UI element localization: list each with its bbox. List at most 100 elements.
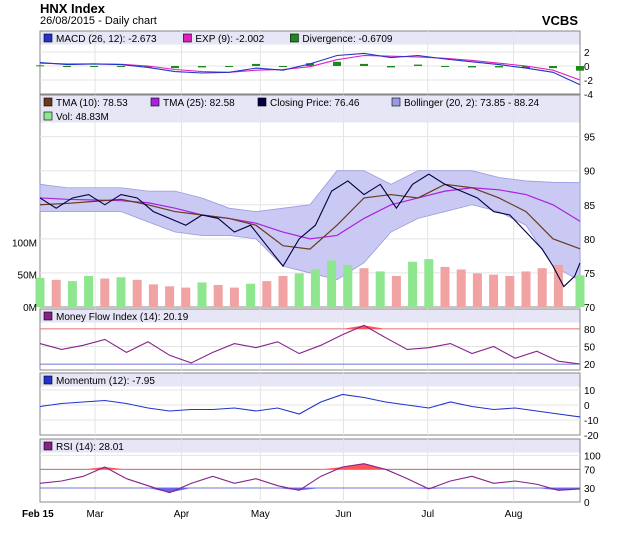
legend-swatch <box>43 311 53 321</box>
y-tick-label: 75 <box>584 269 596 280</box>
legend-band <box>40 95 580 123</box>
y-tick-label: 2 <box>584 48 590 59</box>
chart-subtitle: 26/08/2015 - Daily chart <box>40 15 157 27</box>
x-tick-label: Apr <box>174 509 190 520</box>
volume-bar <box>327 260 337 307</box>
y-tick-label: -20 <box>584 431 599 442</box>
legend-label: TMA (10): 78.53 <box>56 98 128 109</box>
y-tick-label: 100 <box>584 451 601 462</box>
y-tick-label: 50 <box>584 343 596 354</box>
volume-bar <box>575 275 585 307</box>
y-tick-label: 95 <box>584 133 596 144</box>
legend-label: EXP (9): -2.002 <box>195 34 264 45</box>
overbought-fill <box>40 463 580 470</box>
panel-1 <box>35 94 585 308</box>
legend-label: Closing Price: 76.46 <box>270 98 360 109</box>
y-tick-label: -10 <box>584 416 599 427</box>
divergence-bar <box>576 66 584 71</box>
volume-bar <box>424 259 434 307</box>
legend-band <box>40 31 580 45</box>
legend-swatch <box>150 97 160 107</box>
divergence-bar <box>198 66 206 68</box>
legend-label: RSI (14): 28.01 <box>56 442 124 453</box>
legend-band <box>40 309 580 323</box>
legend-swatch <box>43 375 53 385</box>
series-line <box>39 393 581 418</box>
volume-bar <box>148 284 158 307</box>
series-line <box>39 324 581 365</box>
series-line <box>39 463 581 494</box>
volume-tick-label: 0M <box>23 303 37 314</box>
divergence-bar <box>144 66 152 68</box>
divergence-bar <box>495 66 503 68</box>
x-tick-label: Jul <box>421 509 434 520</box>
y-tick-label: 20 <box>584 360 596 371</box>
legend-swatch <box>257 97 267 107</box>
volume-bar <box>456 269 466 307</box>
legend-band <box>40 439 580 453</box>
y-tick-label: 80 <box>584 235 596 246</box>
volume-bar <box>278 275 288 307</box>
divergence-bar <box>414 64 422 66</box>
y-tick-label: 10 <box>584 386 596 397</box>
legend-swatch <box>43 97 53 107</box>
volume-bar <box>440 266 450 307</box>
volume-bar <box>213 285 223 307</box>
volume-bar <box>197 282 207 307</box>
y-tick-label: 0 <box>584 62 590 73</box>
divergence-bar <box>468 66 476 68</box>
y-tick-label: 30 <box>584 484 596 495</box>
series-line <box>39 183 581 250</box>
panel-2 <box>39 308 581 371</box>
x-tick-label: Jun <box>335 509 351 520</box>
volume-bar <box>84 275 94 307</box>
legend-swatch <box>391 97 401 107</box>
oversold-fill <box>40 488 580 493</box>
legend-label: MACD (26, 12): -2.673 <box>56 34 157 45</box>
volume-bar <box>375 271 385 307</box>
y-tick-label: -4 <box>584 90 593 101</box>
volume-bar <box>294 273 304 307</box>
volume-bar <box>343 264 353 307</box>
chart-title: HNX Index <box>40 1 106 16</box>
divergence-bar <box>90 66 98 67</box>
volume-bar <box>537 268 547 307</box>
volume-bar <box>116 277 126 307</box>
legend-label: Bollinger (20, 2): 73.85 - 88.24 <box>404 98 540 109</box>
legend-band <box>40 373 580 387</box>
divergence-bar <box>522 66 530 69</box>
volume-bar <box>359 268 369 307</box>
volume-bar <box>132 279 142 307</box>
y-tick-label: -2 <box>584 76 593 87</box>
y-tick-label: 0 <box>584 401 590 412</box>
volume-tick-label: 50M <box>18 271 37 282</box>
legend-label: Divergence: -0.6709 <box>302 34 392 45</box>
brand-label: VCBS <box>541 13 578 28</box>
divergence-bar <box>279 66 287 67</box>
y-tick-label: 80 <box>584 325 596 336</box>
series-line <box>39 52 581 86</box>
legend-label: Momentum (12): -7.95 <box>56 376 155 387</box>
volume-bar <box>408 261 418 307</box>
divergence-bar <box>306 63 314 66</box>
legend-swatch <box>183 33 192 43</box>
divergence-bar <box>171 66 179 69</box>
x-tick-label: Aug <box>505 509 523 520</box>
x-tick-label: Mar <box>86 509 104 520</box>
legend-swatch <box>43 111 53 121</box>
divergence-bar <box>333 61 341 66</box>
panel-0 <box>36 30 584 95</box>
x-tick-label: Feb 15 <box>22 509 54 520</box>
volume-bar <box>181 287 191 307</box>
panel-3 <box>39 372 581 436</box>
volume-tick-label: 100M <box>12 238 37 249</box>
volume-bar <box>165 286 175 307</box>
divergence-bar <box>117 66 125 67</box>
volume-bar <box>521 271 531 307</box>
volume-bar <box>67 281 77 307</box>
divergence-bar <box>225 66 233 67</box>
y-tick-label: 70 <box>584 303 596 314</box>
divergence-bar <box>549 66 557 69</box>
volume-bar <box>505 275 515 307</box>
